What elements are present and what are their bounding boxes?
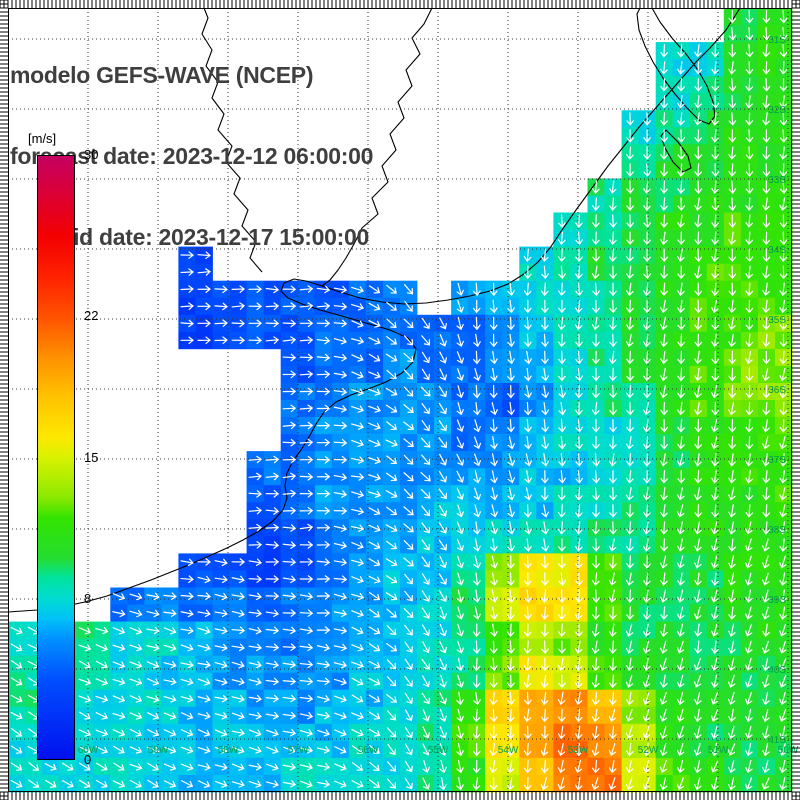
lon-label: 59W — [148, 745, 169, 756]
valid-date: valid date: 2023-12-17 15:00:00 — [42, 224, 369, 250]
lat-label: 35S — [768, 315, 786, 326]
main-coast-outline — [7, 7, 741, 613]
lat-label: 38S — [768, 525, 786, 536]
lon-label: 51W — [708, 745, 729, 756]
edge-labels-layer: 31S 32S 33S 34S 35S 36S 37S 38S 39S 40S 41S 60W 59W 5… — [78, 35, 799, 756]
lagoa-dos-patos-outline — [636, 7, 716, 125]
title-block: modelo GEFS-WAVE (NCEP) forecast date: 2… — [10, 8, 373, 305]
lat-label: 37S — [768, 455, 786, 466]
lon-label: 50W — [778, 745, 799, 756]
lon-label: 53W — [568, 745, 589, 756]
lat-label: 36S — [768, 385, 786, 396]
inland-river-outline — [321, 7, 433, 287]
coastline-layer — [7, 7, 741, 613]
lon-label: 54W — [498, 745, 519, 756]
lon-label: 60W — [78, 745, 99, 756]
graticule-layer — [8, 8, 792, 792]
lon-label: 57W — [288, 745, 309, 756]
lat-label: 40S — [768, 665, 786, 676]
model-title: modelo GEFS-WAVE (NCEP) — [10, 62, 314, 88]
lon-label: 55W — [428, 745, 449, 756]
lon-label: 56W — [358, 745, 379, 756]
lat-label: 33S — [768, 175, 786, 186]
direction-arrows-layer — [10, 9, 788, 791]
lat-label: 41S — [768, 735, 786, 746]
lon-label: 52W — [638, 745, 659, 756]
lat-label: 34S — [768, 245, 786, 256]
lat-label: 39S — [768, 595, 786, 606]
forecast-date: forecast date: 2023-12-12 06:00:00 — [10, 143, 374, 169]
uruguay-river-outline — [201, 7, 263, 273]
lon-label: 58W — [218, 745, 239, 756]
lat-label: 31S — [768, 35, 786, 46]
lat-label: 32S — [768, 105, 786, 116]
